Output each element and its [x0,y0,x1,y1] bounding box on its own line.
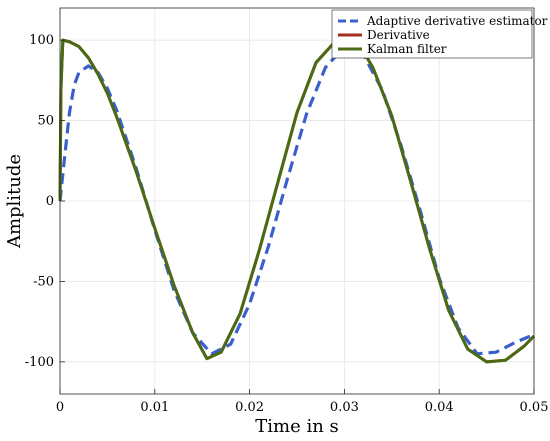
y-tick-label: 0 [46,194,54,209]
legend-box [331,9,533,59]
axis-ticks: 0 0.01 0.02 0.03 0.04 0.05 -100 -50 0 50 100 [25,33,549,415]
y-tick-label: 100 [29,33,54,48]
x-tick-label: 0.02 [235,400,264,415]
legend-label-1: Derivative [367,28,430,42]
y-axis-label: Amplitude [4,154,25,249]
y-tick-label: -50 [33,274,54,289]
x-tick-label: 0 [56,400,64,415]
series-line-2 [58,38,536,364]
legend-label-2: Kalman filter [367,42,447,56]
x-tick-label: 0.04 [425,400,454,415]
x-axis-label: Time in s [255,416,339,437]
y-tick-label: -100 [25,355,54,370]
y-tick-label: 50 [37,114,54,129]
x-tick-label: 0.03 [330,400,359,415]
x-tick-label: 0.01 [140,400,169,415]
legend-label-0: Adaptive derivative estimator [366,14,548,28]
series-lines [58,38,536,364]
x-tick-label: 0.05 [520,400,549,415]
legend: Adaptive derivative estimatorDerivativeK… [331,9,548,59]
